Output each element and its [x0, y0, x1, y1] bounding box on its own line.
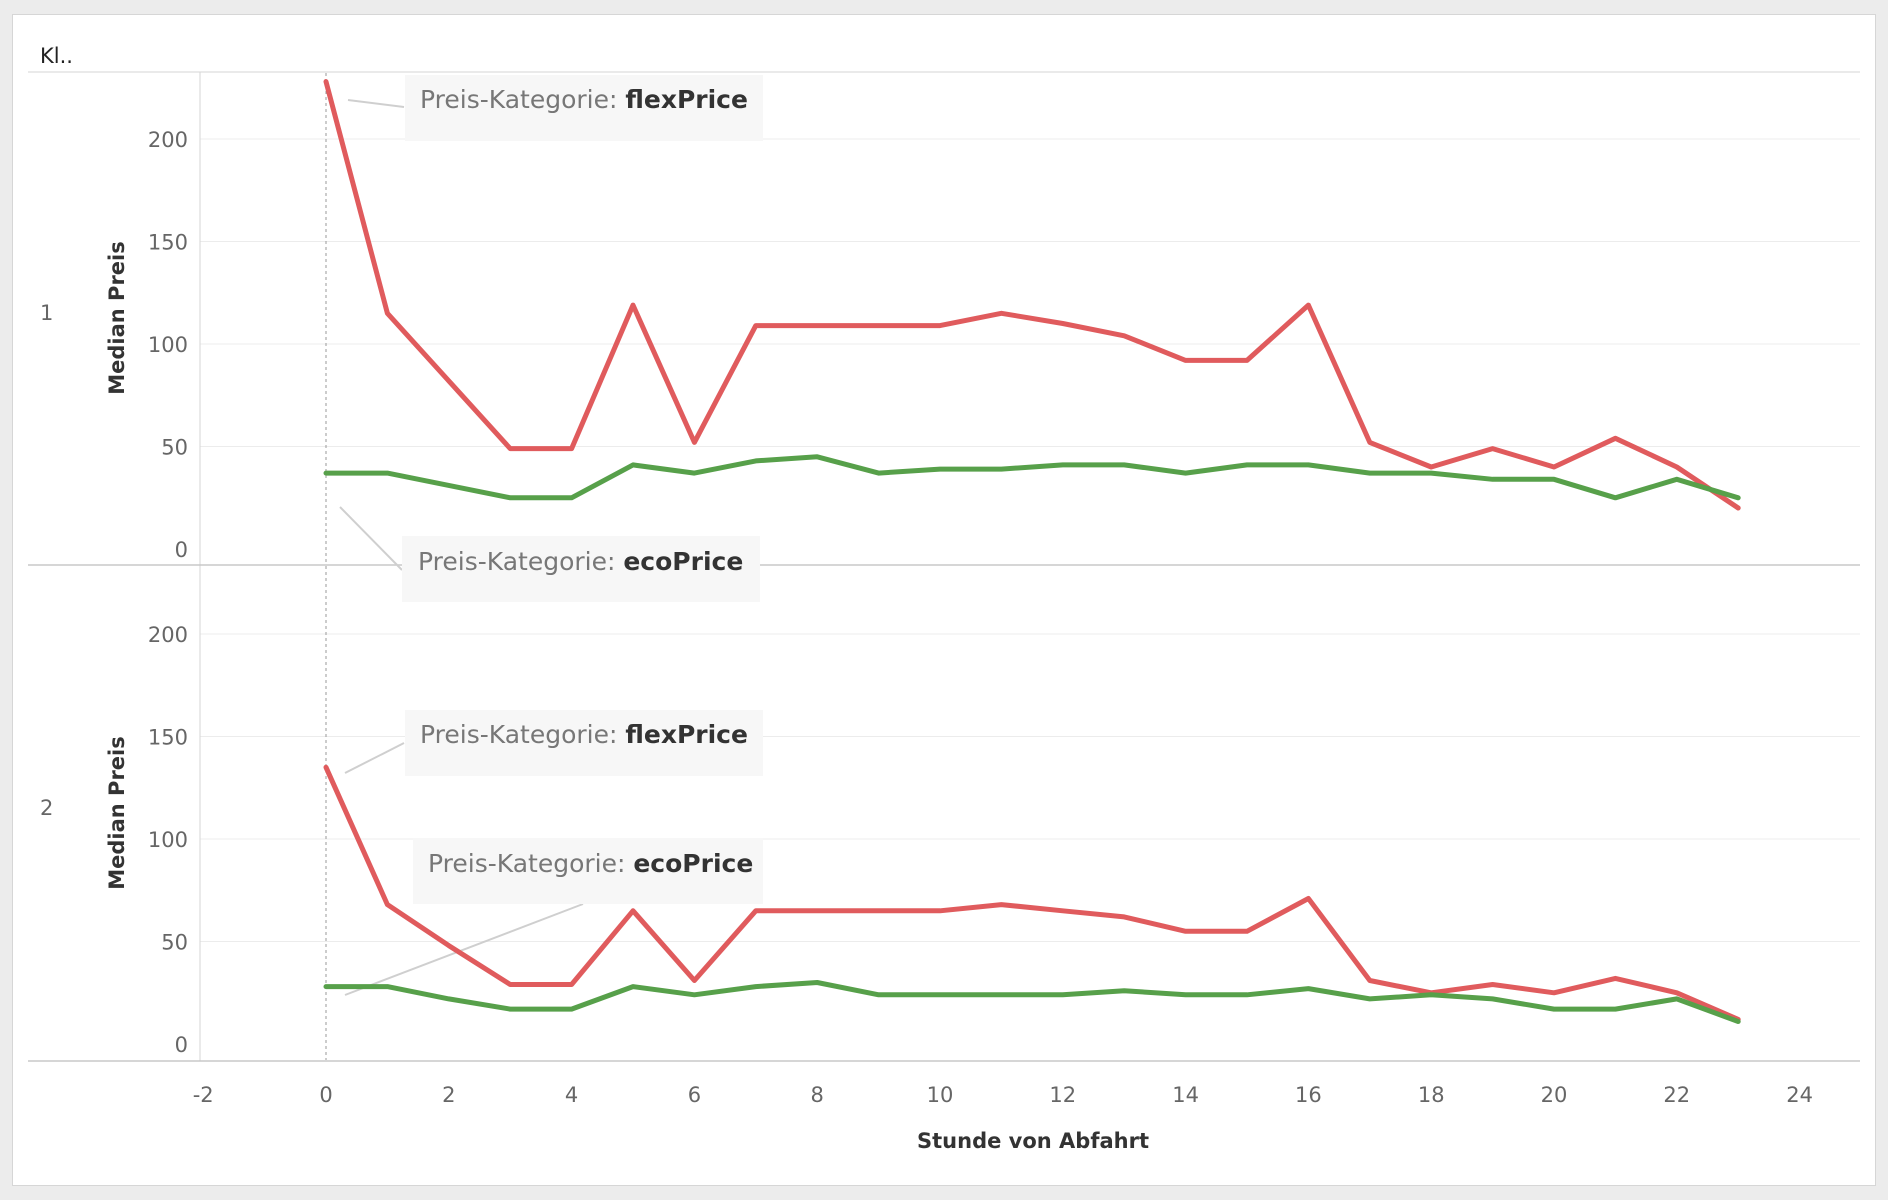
x-tick-label: 8 — [811, 1083, 824, 1107]
y-axis-title: Median Preis — [105, 241, 129, 395]
y-tick-label: 150 — [148, 726, 188, 750]
y-tick-label: 150 — [148, 231, 188, 255]
annotation-prefix: Preis-Kategorie: — [420, 720, 625, 749]
x-tick-label: 4 — [565, 1083, 578, 1107]
annotation-box — [405, 75, 763, 141]
annotation-value: flexPrice — [625, 720, 748, 749]
annotation-connector-layer — [339, 99, 584, 996]
y-tick-label: 200 — [148, 623, 188, 647]
row-header-label: 2 — [40, 796, 53, 820]
x-tick-label: 12 — [1049, 1083, 1076, 1107]
annotation-label: Preis-Kategorie: ecoPrice — [418, 547, 743, 576]
annotation-box — [405, 710, 763, 776]
column-header: Kl.. — [40, 44, 73, 68]
series-line-ecoPrice — [323, 454, 1741, 501]
annotation-layer: Preis-Kategorie: flexPricePreis-Kategori… — [402, 75, 763, 904]
row-header-label: 1 — [40, 301, 53, 325]
annotation-connector — [339, 506, 403, 571]
series-line-flexPrice — [323, 79, 1741, 511]
y-axis-title: Median Preis — [105, 736, 129, 890]
x-tick-label: 24 — [1786, 1083, 1813, 1107]
annotation-prefix: Preis-Kategorie: — [420, 85, 625, 114]
x-tick-label: 22 — [1663, 1083, 1690, 1107]
annotation-value: ecoPrice — [623, 547, 743, 576]
annotation-label: Preis-Kategorie: ecoPrice — [428, 849, 753, 878]
annotation-prefix: Preis-Kategorie: — [418, 547, 623, 576]
annotation-label: Preis-Kategorie: flexPrice — [420, 720, 748, 749]
y-tick-label: 0 — [175, 538, 188, 562]
x-tick-label: 18 — [1418, 1083, 1445, 1107]
x-tick-label: 14 — [1172, 1083, 1199, 1107]
annotation-connector — [347, 99, 405, 108]
x-tick-label: 10 — [927, 1083, 954, 1107]
x-axis-title: Stunde von Abfahrt — [917, 1129, 1149, 1153]
annotation-label: Preis-Kategorie: flexPrice — [420, 85, 748, 114]
x-tick-label: -2 — [193, 1083, 214, 1107]
x-tick-label: 0 — [319, 1083, 332, 1107]
annotation-connector — [344, 903, 584, 996]
series-layer — [323, 79, 1741, 1024]
axis-layer — [28, 71, 1860, 1062]
annotation-prefix: Preis-Kategorie: — [428, 849, 633, 878]
annotation-box — [413, 838, 763, 904]
x-tick-label: 20 — [1541, 1083, 1568, 1107]
x-tick-label: 2 — [442, 1083, 455, 1107]
series-line-ecoPrice — [323, 980, 1741, 1024]
annotation-connector — [344, 742, 405, 774]
annotation-value: flexPrice — [625, 85, 748, 114]
annotation-box — [402, 536, 760, 602]
x-tick-label: 16 — [1295, 1083, 1322, 1107]
series-line-flexPrice — [323, 764, 1741, 1022]
y-tick-label: 50 — [161, 931, 188, 955]
y-tick-layer: 0 50 100 150 200 0 50 100 150 200 — [148, 128, 188, 1057]
y-tick-label: 200 — [148, 128, 188, 152]
y-tick-label: 50 — [161, 436, 188, 460]
pane-label-layer: 1 Median Preis 2 Median Preis — [40, 241, 129, 890]
y-tick-label: 100 — [148, 333, 188, 357]
annotation-value: ecoPrice — [633, 849, 753, 878]
grid-layer — [200, 138, 1860, 942]
x-tick-label: 6 — [688, 1083, 701, 1107]
y-tick-label: 0 — [175, 1033, 188, 1057]
x-tick-layer: -2 0 2 4 6 8 10 12 14 16 18 20 22 24 — [193, 1083, 1813, 1107]
y-tick-label: 100 — [148, 828, 188, 852]
